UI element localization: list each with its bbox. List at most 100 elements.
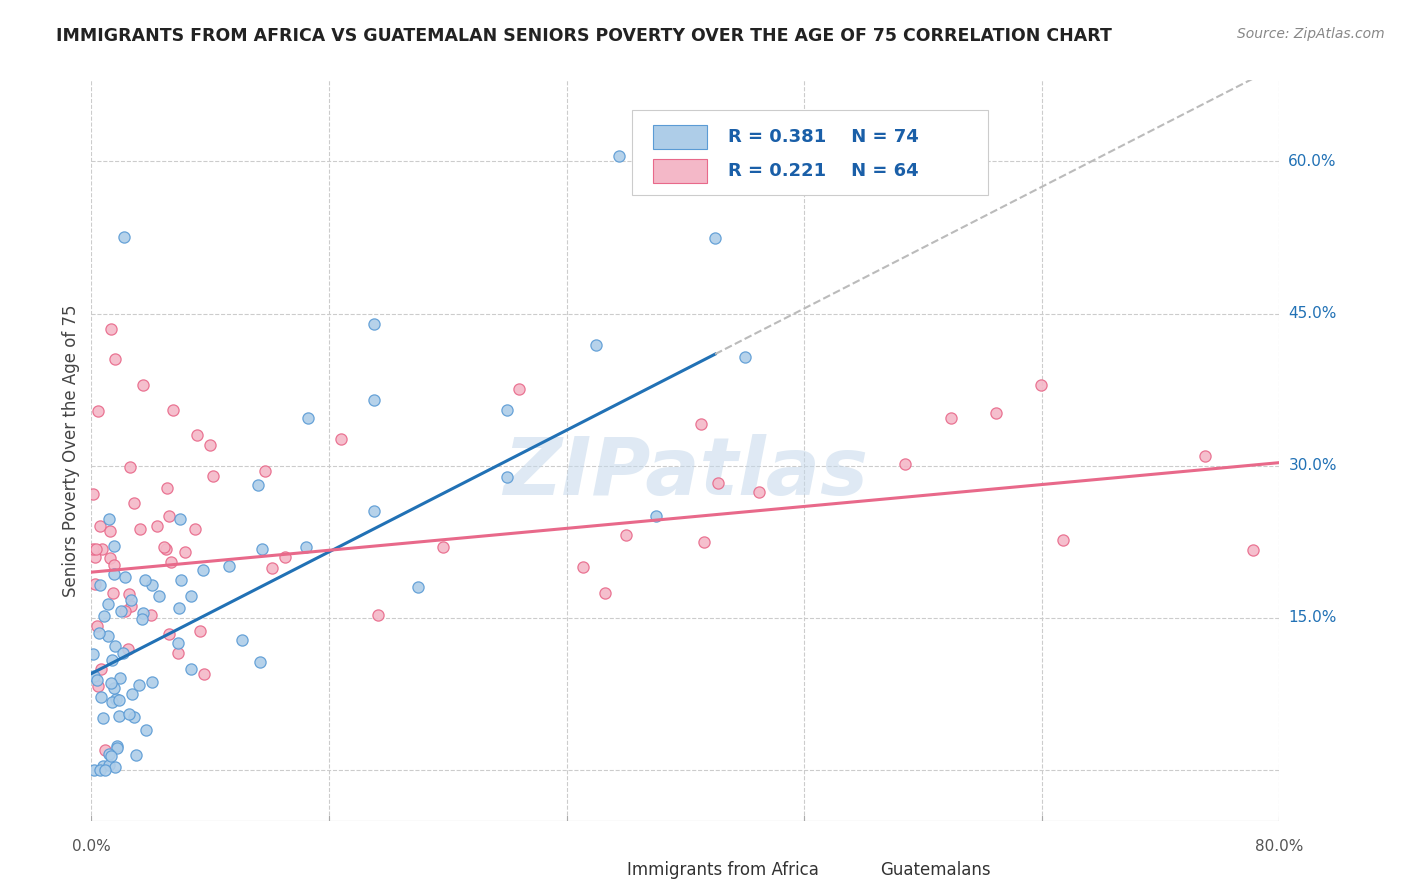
- Point: [169, 600, 191, 615]
- Point: [614, 528, 637, 542]
- Point: [1194, 449, 1216, 463]
- Point: [108, 693, 131, 707]
- Point: [218, 558, 240, 573]
- Point: [169, 573, 191, 587]
- Point: [508, 382, 530, 396]
- Point: [89, 662, 111, 676]
- Point: [174, 545, 197, 559]
- Point: [82, 487, 104, 501]
- Point: [1052, 533, 1074, 547]
- Point: [128, 678, 150, 692]
- Point: [120, 459, 142, 474]
- Point: [103, 567, 125, 582]
- Point: [644, 508, 666, 523]
- Point: [87, 679, 110, 693]
- Point: [748, 484, 770, 499]
- Point: [101, 586, 124, 600]
- Point: [91, 759, 114, 773]
- Point: [120, 593, 142, 607]
- Point: [135, 723, 157, 737]
- Point: [160, 555, 183, 569]
- Point: [363, 392, 385, 407]
- Point: [231, 632, 253, 647]
- Point: [103, 558, 125, 572]
- Point: [180, 589, 202, 603]
- Point: [91, 541, 114, 556]
- Bar: [654, 160, 707, 183]
- Text: Source: ZipAtlas.com: Source: ZipAtlas.com: [1237, 27, 1385, 41]
- Point: [83, 577, 105, 591]
- Point: [274, 549, 297, 564]
- Point: [330, 432, 353, 446]
- Point: [1031, 378, 1053, 392]
- Point: [1241, 542, 1264, 557]
- Text: 15.0%: 15.0%: [1288, 610, 1337, 625]
- Point: [97, 512, 120, 526]
- Point: [295, 540, 318, 554]
- Point: [114, 570, 136, 584]
- Bar: [844, 859, 875, 880]
- Point: [111, 646, 134, 660]
- Point: [191, 563, 214, 577]
- Point: [129, 522, 152, 536]
- Point: [593, 586, 616, 600]
- Point: [188, 624, 211, 638]
- Text: 45.0%: 45.0%: [1288, 306, 1337, 321]
- Point: [97, 598, 120, 612]
- Point: [105, 741, 128, 756]
- Point: [246, 478, 269, 492]
- Text: Immigrants from Africa: Immigrants from Africa: [627, 861, 818, 879]
- Point: [100, 749, 122, 764]
- Point: [363, 317, 385, 331]
- Point: [120, 599, 142, 613]
- Point: [104, 639, 127, 653]
- Point: [89, 763, 111, 777]
- Point: [496, 469, 519, 483]
- Text: IMMIGRANTS FROM AFRICA VS GUATEMALAN SENIORS POVERTY OVER THE AGE OF 75 CORRELAT: IMMIGRANTS FROM AFRICA VS GUATEMALAN SEN…: [56, 27, 1112, 45]
- Point: [117, 641, 139, 656]
- Point: [86, 619, 108, 633]
- Y-axis label: Seniors Poverty Over the Age of 75: Seniors Poverty Over the Age of 75: [62, 304, 80, 597]
- Point: [193, 666, 215, 681]
- Point: [134, 573, 156, 587]
- Point: [83, 763, 105, 777]
- Point: [103, 539, 125, 553]
- Text: R = 0.221    N = 64: R = 0.221 N = 64: [728, 162, 918, 180]
- Point: [166, 636, 188, 650]
- Point: [986, 406, 1008, 420]
- Text: ZIPatlas: ZIPatlas: [503, 434, 868, 512]
- Point: [108, 671, 131, 685]
- Point: [104, 352, 127, 367]
- Point: [432, 540, 454, 554]
- Text: 30.0%: 30.0%: [1288, 458, 1337, 473]
- Point: [100, 322, 122, 336]
- Point: [253, 464, 276, 478]
- Point: [156, 481, 179, 495]
- Point: [153, 540, 176, 554]
- Point: [93, 711, 115, 725]
- Point: [125, 747, 148, 762]
- Point: [87, 403, 110, 417]
- Point: [101, 695, 124, 709]
- Point: [90, 690, 112, 705]
- Text: 0.0%: 0.0%: [72, 838, 111, 854]
- Point: [704, 230, 727, 244]
- Point: [157, 627, 180, 641]
- Point: [98, 758, 121, 772]
- Point: [100, 676, 122, 690]
- Point: [363, 504, 385, 518]
- Point: [367, 607, 389, 622]
- Point: [166, 646, 188, 660]
- Point: [157, 509, 180, 524]
- Point: [105, 739, 128, 754]
- Point: [585, 337, 607, 351]
- Text: R = 0.381    N = 74: R = 0.381 N = 74: [728, 128, 918, 146]
- Point: [82, 541, 104, 556]
- Point: [97, 747, 120, 762]
- Point: [94, 763, 117, 777]
- Point: [118, 706, 141, 721]
- Point: [114, 604, 136, 618]
- Bar: [591, 859, 621, 880]
- Point: [139, 607, 162, 622]
- Point: [893, 458, 915, 472]
